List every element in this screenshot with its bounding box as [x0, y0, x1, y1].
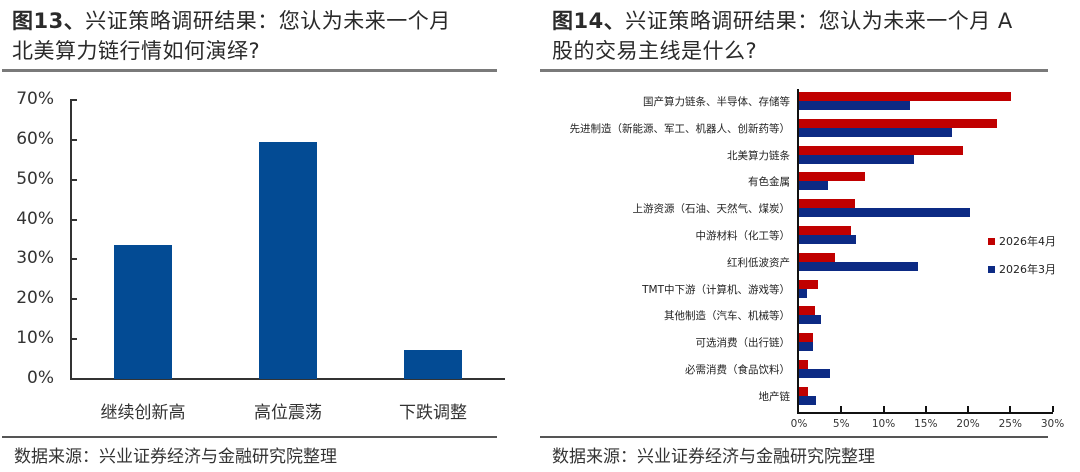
bar — [259, 141, 317, 379]
legend-label-apr: 2026年4月 — [999, 235, 1056, 248]
figure-14-title: 图14、兴证策略调研结果：您认为未来一个月 A 股的交易主线是什么? — [552, 6, 1013, 66]
x-tick-label: 20% — [956, 418, 980, 430]
y-tick-mark — [70, 258, 77, 261]
category-label: 北美算力链条 — [727, 149, 790, 162]
x-tick-label: 25% — [998, 418, 1022, 430]
bar-2026-mar — [799, 208, 970, 218]
category-label: 上游资源（石油、天然气、煤炭） — [632, 203, 791, 216]
y-tick-label: 40% — [16, 208, 54, 229]
bar-2026-apr — [799, 306, 816, 316]
bar-2026-apr — [799, 199, 855, 209]
y-tick-mark — [70, 378, 77, 380]
y-tick-mark — [70, 178, 77, 181]
y-tick-label: 50% — [16, 168, 54, 189]
category-label: 地产链 — [758, 390, 791, 403]
figure-14-title-line1: 兴证策略调研结果：您认为未来一个月 A — [625, 9, 1013, 33]
y-tick-label: 30% — [16, 248, 54, 269]
bar-2026-apr — [799, 226, 851, 235]
bar-2026-mar — [799, 101, 910, 110]
y-axis — [797, 89, 799, 414]
figure-14-horizontal-bar-chart: 2026年4月 2026年3月 0% 5% 10% 15% 20% 25% 30% 国产算力链… — [540, 85, 1080, 435]
x-axis — [797, 412, 1053, 414]
title-divider — [540, 69, 1048, 72]
category-label: 国产算力链条、半导体、存储等 — [643, 96, 790, 108]
bar-2026-apr — [799, 172, 865, 182]
bar-2026-apr — [799, 145, 963, 155]
x-tick-mark — [882, 406, 885, 412]
category-label: 必需消费（食品饮料） — [685, 364, 790, 376]
legend-label-mar: 2026年3月 — [999, 263, 1056, 276]
x-tick-mark — [967, 406, 969, 412]
x-category-label: 继续创新高 — [100, 403, 186, 423]
y-tick-mark — [70, 338, 77, 341]
category-label: 红利低波资产 — [727, 256, 790, 269]
figure-14-panel: 图14、兴证策略调研结果：您认为未来一个月 A 股的交易主线是什么? 2026年… — [540, 0, 1080, 472]
category-label: 先进制造（新能源、军工、机器人、创新药等） — [569, 122, 791, 135]
figure-14-source: 数据来源：兴业证券经济与金融研究院整理 — [552, 447, 875, 467]
bar — [114, 245, 172, 379]
x-axis — [70, 378, 505, 380]
x-category-label: 高位震荡 — [254, 403, 322, 423]
y-tick-label: 10% — [16, 328, 54, 349]
bar-2026-mar — [799, 342, 813, 352]
y-tick-mark — [70, 99, 77, 101]
bar-2026-apr — [799, 92, 1012, 101]
category-label: 中游材料（化工等） — [695, 230, 791, 242]
figure-13-title: 图13、兴证策略调研结果：您认为未来一个月 北美算力链行情如何演绎? — [12, 6, 451, 66]
bar-2026-mar — [799, 261, 919, 271]
bar-2026-apr — [799, 360, 809, 369]
bar-2026-mar — [799, 181, 828, 191]
figure-13-number: 图13、 — [12, 9, 86, 33]
figure-13-title-line1: 兴证策略调研结果：您认为未来一个月 — [85, 9, 451, 33]
bar-2026-mar — [799, 395, 816, 405]
legend-item-mar: 2026年3月 — [988, 261, 1056, 277]
title-divider — [2, 69, 497, 72]
x-tick-mark — [924, 406, 927, 412]
bar-2026-mar — [799, 154, 914, 164]
bar — [404, 349, 462, 379]
bar-2026-mar — [799, 288, 808, 298]
figure-13-title-line2: 北美算力链行情如何演绎? — [12, 39, 261, 63]
y-axis — [70, 100, 72, 380]
bar-2026-mar — [799, 369, 831, 378]
x-tick-label: 0% — [790, 418, 808, 430]
x-tick-label: 30% — [1040, 418, 1065, 430]
figure-13-bar-chart: 70% 60% 50% 40% 30% 20% 10% 0% 继续创新高 高位震荡 下跌调整 — [0, 80, 520, 430]
y-tick-mark — [70, 218, 77, 221]
source-divider — [540, 436, 1048, 438]
x-tick-label: 15% — [914, 418, 938, 430]
figure-13-panel: 图13、兴证策略调研结果：您认为未来一个月 北美算力链行情如何演绎? 70% 60… — [0, 0, 520, 472]
bar-2026-apr — [799, 386, 809, 396]
x-tick-mark — [1009, 406, 1012, 412]
legend-swatch-mar — [988, 265, 995, 273]
legend-swatch-apr — [988, 237, 995, 245]
bar-2026-apr — [799, 333, 814, 343]
x-category-label: 下跌调整 — [399, 403, 467, 423]
y-tick-label: 0% — [27, 368, 54, 388]
y-tick-label: 70% — [16, 89, 54, 109]
category-label: TMT中下游（计算机、游戏等） — [642, 283, 790, 296]
y-tick-label: 20% — [16, 288, 54, 309]
x-tick-label: 10% — [871, 418, 896, 430]
bar-2026-mar — [799, 235, 857, 244]
bar-2026-mar — [799, 315, 821, 325]
bar-2026-mar — [799, 127, 952, 137]
y-tick-mark — [70, 298, 77, 301]
figure-14-title-line2: 股的交易主线是什么? — [552, 39, 758, 63]
x-tick-label: 5% — [832, 418, 850, 430]
y-tick-label: 60% — [16, 128, 54, 149]
bar-2026-apr — [799, 279, 818, 289]
x-tick-mark — [1051, 406, 1054, 412]
figure-13-source: 数据来源：兴业证券经济与金融研究院整理 — [14, 447, 337, 467]
y-tick-mark — [70, 138, 77, 141]
legend-item-apr: 2026年4月 — [988, 233, 1056, 249]
category-label: 有色金属 — [748, 176, 790, 189]
figure-14-number: 图14、 — [552, 9, 626, 33]
category-label: 可选消费（出行链） — [695, 337, 791, 350]
source-divider — [2, 436, 497, 438]
x-tick-mark — [840, 406, 843, 412]
category-label: 其他制造（汽车、机械等） — [664, 310, 790, 323]
bar-2026-apr — [799, 252, 836, 262]
bar-2026-apr — [799, 118, 997, 128]
